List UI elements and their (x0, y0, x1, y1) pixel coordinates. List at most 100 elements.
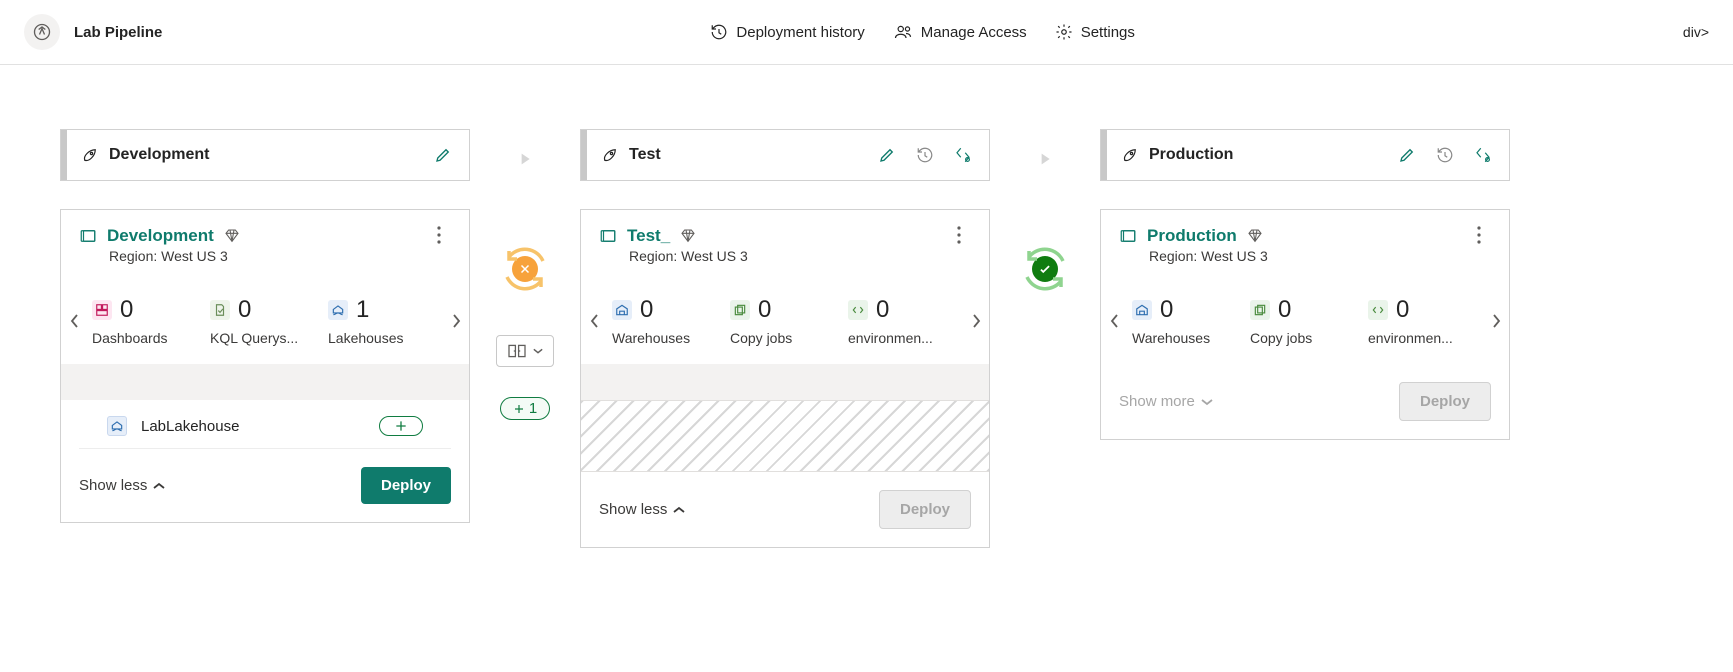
show-toggle-label: Show less (599, 501, 667, 518)
rocket-icon (1121, 146, 1139, 164)
manage-access-link[interactable]: Manage Access (893, 23, 1027, 41)
metric-items: 0 Dashboards 0 KQL Querys... (92, 296, 438, 346)
metric-environments[interactable]: 0 environmen... (1368, 296, 1478, 346)
card-more-button[interactable] (947, 226, 971, 244)
history-icon (916, 146, 934, 164)
workspace-name[interactable]: Test_ (627, 226, 670, 246)
metric-label: Warehouses (612, 330, 690, 346)
compare-diff-count: 1 (529, 400, 537, 417)
more-vertical-icon (437, 226, 441, 244)
metric-value: 0 (1396, 296, 1409, 324)
more-vertical-icon (1477, 226, 1481, 244)
stage-card-test: Test_ Region: West US 3 (580, 209, 990, 548)
stage-title: Test (629, 146, 661, 164)
pipeline-title: Lab Pipeline (74, 24, 162, 41)
diamond-icon (680, 228, 696, 244)
card-more-button[interactable] (427, 226, 451, 244)
diamond-icon (1247, 228, 1263, 244)
stage-history-button[interactable] (911, 141, 939, 169)
workspace-region: Region: West US 3 (79, 246, 246, 264)
rocket-icon (81, 146, 99, 164)
warehouse-icon (612, 300, 632, 320)
settings-label: Settings (1081, 24, 1135, 41)
compare-button[interactable] (496, 335, 554, 367)
metric-warehouses[interactable]: 0 Warehouses (1132, 296, 1242, 346)
metric-value: 0 (238, 296, 251, 324)
stage-rules-button[interactable] (949, 141, 977, 169)
chevron-down-icon (1201, 398, 1213, 406)
environment-icon (1368, 300, 1388, 320)
metrics-prev-button[interactable] (585, 297, 604, 345)
stage-card-production: Production Region: West US 3 (1100, 209, 1510, 440)
compare-diff-pill[interactable]: 1 (500, 397, 550, 420)
chevron-up-icon (673, 506, 685, 514)
deployment-history-link[interactable]: Deployment history (710, 23, 864, 41)
chevron-right-icon (971, 313, 981, 329)
metric-copyjobs[interactable]: 0 Copy jobs (1250, 296, 1360, 346)
deploy-label: Deploy (381, 477, 431, 494)
lakehouse-icon (107, 416, 127, 436)
sync-status-warn[interactable] (499, 243, 551, 295)
dashboard-icon (92, 300, 112, 320)
sync-ring-icon (499, 243, 551, 295)
diamond-icon (224, 228, 240, 244)
artifact-row-lablakehouse[interactable]: LabLakehouse (79, 400, 451, 449)
stage-connector-dev-test: 1 (470, 129, 580, 420)
chevron-up-icon (153, 482, 165, 490)
metric-lakehouses[interactable]: 1 Lakehouses (328, 296, 438, 346)
rocket-icon (601, 146, 619, 164)
workspace-region: Region: West US 3 (599, 246, 766, 264)
history-icon (1436, 146, 1454, 164)
metric-warehouses[interactable]: 0 Warehouses (612, 296, 722, 346)
card-more-button[interactable] (1467, 226, 1491, 244)
show-less-button[interactable]: Show less (599, 501, 685, 518)
metric-dashboards[interactable]: 0 Dashboards (92, 296, 202, 346)
metrics-next-button[interactable] (1486, 297, 1505, 345)
metrics-next-button[interactable] (446, 297, 465, 345)
workspace-name[interactable]: Production (1147, 226, 1237, 246)
sync-status-ok[interactable] (1019, 243, 1071, 295)
stage-history-button[interactable] (1431, 141, 1459, 169)
metric-kql[interactable]: 0 KQL Querys... (210, 296, 320, 346)
stage-development: Development Development Region: West US … (60, 129, 470, 523)
metric-environments[interactable]: 0 environmen... (848, 296, 958, 346)
metrics-next-button[interactable] (966, 297, 985, 345)
pipeline-stages: Development Development Region: West US … (0, 65, 1733, 572)
stage-header-title-wrap: Development (81, 146, 429, 164)
metric-label: Lakehouses (328, 330, 404, 346)
stage-title: Production (1149, 146, 1233, 164)
metric-label: Copy jobs (730, 330, 792, 346)
workspace-name[interactable]: Development (107, 226, 214, 246)
chevron-right-icon (1491, 313, 1501, 329)
chevron-down-icon (533, 347, 543, 355)
header-left: Lab Pipeline (24, 14, 162, 50)
chevron-right-icon (451, 313, 461, 329)
header-actions: Deployment history Manage Access Setting… (710, 23, 1135, 41)
deploy-button[interactable]: Deploy (361, 467, 451, 504)
people-icon (893, 23, 913, 41)
metric-value: 0 (1160, 296, 1173, 324)
settings-link[interactable]: Settings (1055, 23, 1135, 41)
warehouse-icon (1132, 300, 1152, 320)
edit-stage-button[interactable] (1393, 141, 1421, 169)
metric-copyjobs[interactable]: 0 Copy jobs (730, 296, 840, 346)
rules-icon (954, 146, 972, 164)
edit-stage-button[interactable] (873, 141, 901, 169)
metrics-prev-button[interactable] (65, 297, 84, 345)
artifact-add-button[interactable] (379, 416, 423, 436)
copyjob-icon (730, 300, 750, 320)
metric-label: environmen... (848, 330, 933, 346)
metrics-prev-button[interactable] (1105, 297, 1124, 345)
metric-value: 0 (758, 296, 771, 324)
workspace-info: Production Region: West US 3 (1119, 226, 1286, 264)
deploy-button: Deploy (879, 490, 971, 529)
stage-header-actions (429, 141, 457, 169)
deploy-label: Deploy (1420, 393, 1470, 410)
workspace-icon (1119, 227, 1137, 245)
metric-label: Warehouses (1132, 330, 1210, 346)
stage-card-development: Development Region: West US 3 (60, 209, 470, 523)
show-more-button[interactable]: Show more (1119, 393, 1213, 410)
show-less-button[interactable]: Show less (79, 477, 165, 494)
edit-stage-button[interactable] (429, 141, 457, 169)
stage-rules-button[interactable] (1469, 141, 1497, 169)
